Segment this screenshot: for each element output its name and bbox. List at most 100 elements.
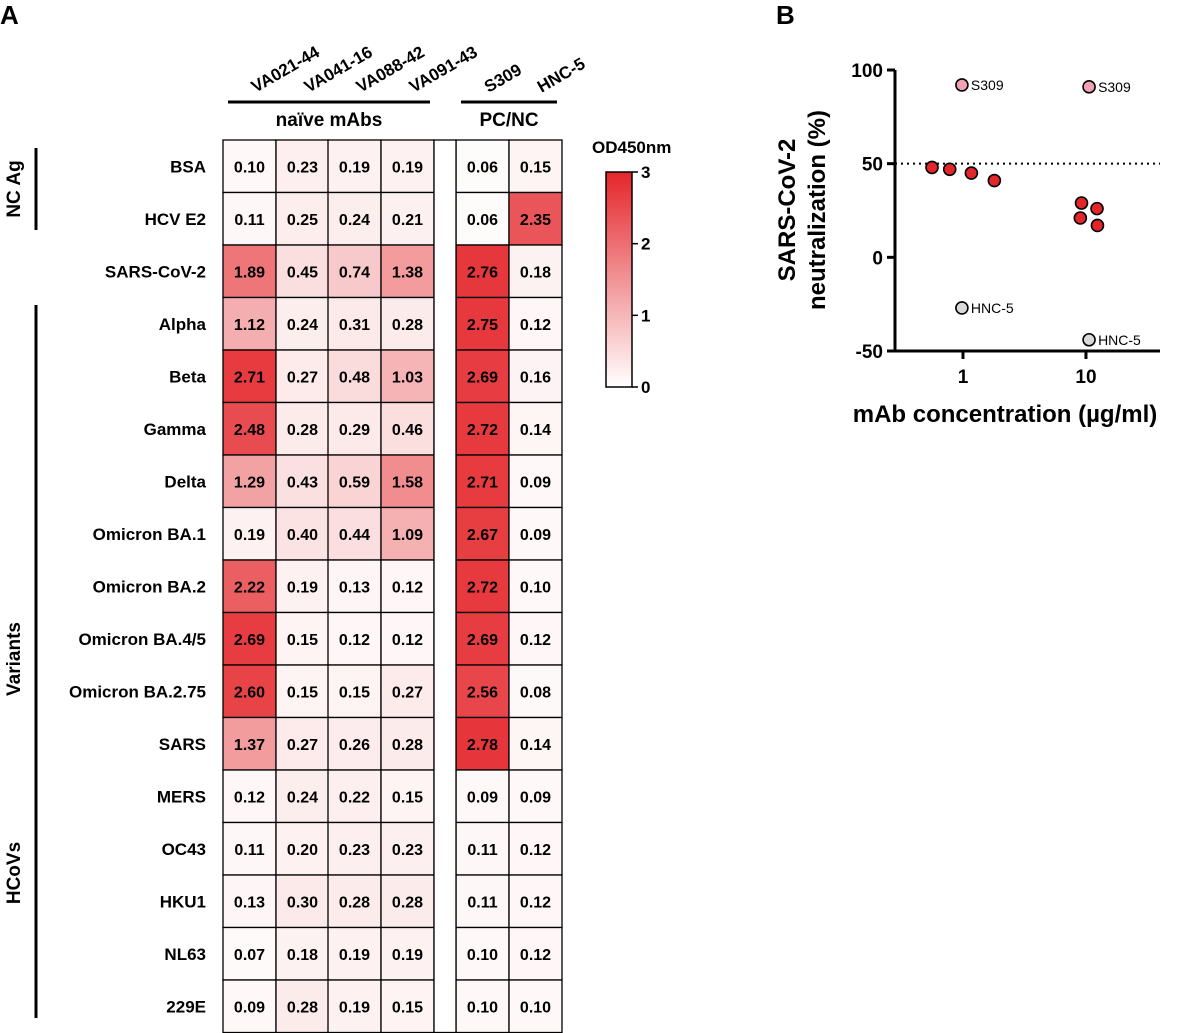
heatmap-cell [222,979,277,1033]
cell-value: 0.48 [339,369,370,386]
cell-value: 0.20 [287,842,318,859]
data-point [955,301,969,315]
row-label: NL63 [164,945,206,964]
heatmap-cell [327,506,382,561]
cell-value: 1.37 [234,737,265,754]
cell-value: 0.74 [339,264,370,281]
data-point [1090,218,1105,233]
y-axis-label-line1: SARS-CoV-2 [774,139,801,282]
data-point [1074,196,1089,210]
x-axis-label: mAb concentration (µg/ml) [853,401,1158,428]
cell-value: 0.10 [467,999,498,1016]
cell-value: 0.19 [392,947,423,964]
heatmap-cell [275,874,330,929]
heatmap-cell [508,874,563,929]
heatmap-cell [455,191,510,246]
cell-value: 0.12 [339,632,370,649]
row-label: HKU1 [160,892,206,911]
column-label: S309 [481,60,525,96]
y-tick-label: 0 [872,248,883,269]
heatmap-cell [327,244,382,299]
heatmap-cell [455,559,510,614]
cell-value: 0.06 [467,212,498,229]
cell-value: 2.69 [467,369,498,386]
cell-value: 0.09 [520,527,551,544]
heatmap-cell [380,926,435,981]
colorbar [605,171,633,388]
cell-value: 2.69 [234,632,265,649]
panel-label-b: B [776,0,795,30]
cell-value: 2.60 [234,684,265,701]
cell-value: 0.12 [520,894,551,911]
heatmap-cell [222,401,277,456]
heatmap-cell [222,349,277,404]
heatmap-cell [275,716,330,771]
cell-value: 0.40 [287,527,318,544]
cell-value: 2.71 [467,474,498,491]
data-point [955,78,969,92]
data-point [925,160,939,175]
heatmap-cell [455,716,510,771]
y-axis-label-line2: neutralization (%) [804,110,831,310]
heatmap-cell [222,611,277,666]
column-label: HNC-5 [534,54,588,96]
heatmap-cell [455,664,510,719]
heatmap-cell [508,139,563,194]
heatmap-cell [275,191,330,246]
heatmap-cell [275,664,330,719]
column-group-label: naïve mAbs [276,110,383,131]
heatmap-cell [455,926,510,981]
cell-value: 2.35 [520,212,551,229]
cell-value: 0.31 [339,317,370,334]
point-label: HNC-5 [1098,332,1141,348]
cell-value: 0.10 [234,159,265,176]
cell-value: 0.11 [467,842,497,859]
data-point [1082,80,1096,94]
heatmap-cell [508,664,563,719]
cell-value: 0.24 [287,317,318,334]
cell-value: 2.48 [234,422,265,439]
cell-value: 2.69 [467,632,498,649]
heatmap-cell [327,349,382,404]
cell-value: 0.10 [467,947,498,964]
cell-value: 0.12 [520,947,551,964]
x-tick-label: 10 [1075,367,1096,388]
row-label: Omicron BA.1 [93,525,206,544]
x-tick-label: 1 [958,367,969,388]
row-label: Gamma [144,420,207,439]
row-label: Omicron BA.2 [93,577,206,596]
panel-label-a: A [0,0,19,30]
cell-value: 0.12 [520,842,551,859]
cell-value: 0.15 [520,159,551,176]
row-group-label: HCoVs [4,842,25,904]
y-tick-label: 100 [851,61,883,82]
colorbar-title: OD450nm [592,138,671,157]
colorbar-tick-label: 3 [641,163,650,182]
cell-value: 0.21 [392,212,423,229]
cell-value: 2.72 [467,422,498,439]
cell-value: 0.25 [287,212,318,229]
cell-value: 0.15 [392,999,423,1016]
cell-value: 0.27 [392,684,423,701]
data-point [1090,201,1104,216]
row-label: OC43 [162,840,206,859]
row-label: Delta [164,472,206,491]
cell-value: 0.07 [234,947,265,964]
heatmap-cell [275,611,330,666]
heatmap-cell [222,926,277,981]
cell-value: 0.30 [287,894,318,911]
cell-value: 0.18 [287,947,318,964]
cell-value: 1.38 [392,264,423,281]
row-label: Alpha [159,315,207,334]
cell-value: 0.46 [392,422,423,439]
heatmap-cell [275,769,330,824]
cell-value: 0.19 [339,999,370,1016]
heatmap-cell [455,769,510,824]
y-tick-label: -50 [856,342,883,363]
heatmap-cell [508,401,563,456]
cell-value: 0.27 [287,369,318,386]
data-point [964,166,979,180]
cell-value: 0.28 [392,317,423,334]
heatmap-cell [508,349,563,404]
